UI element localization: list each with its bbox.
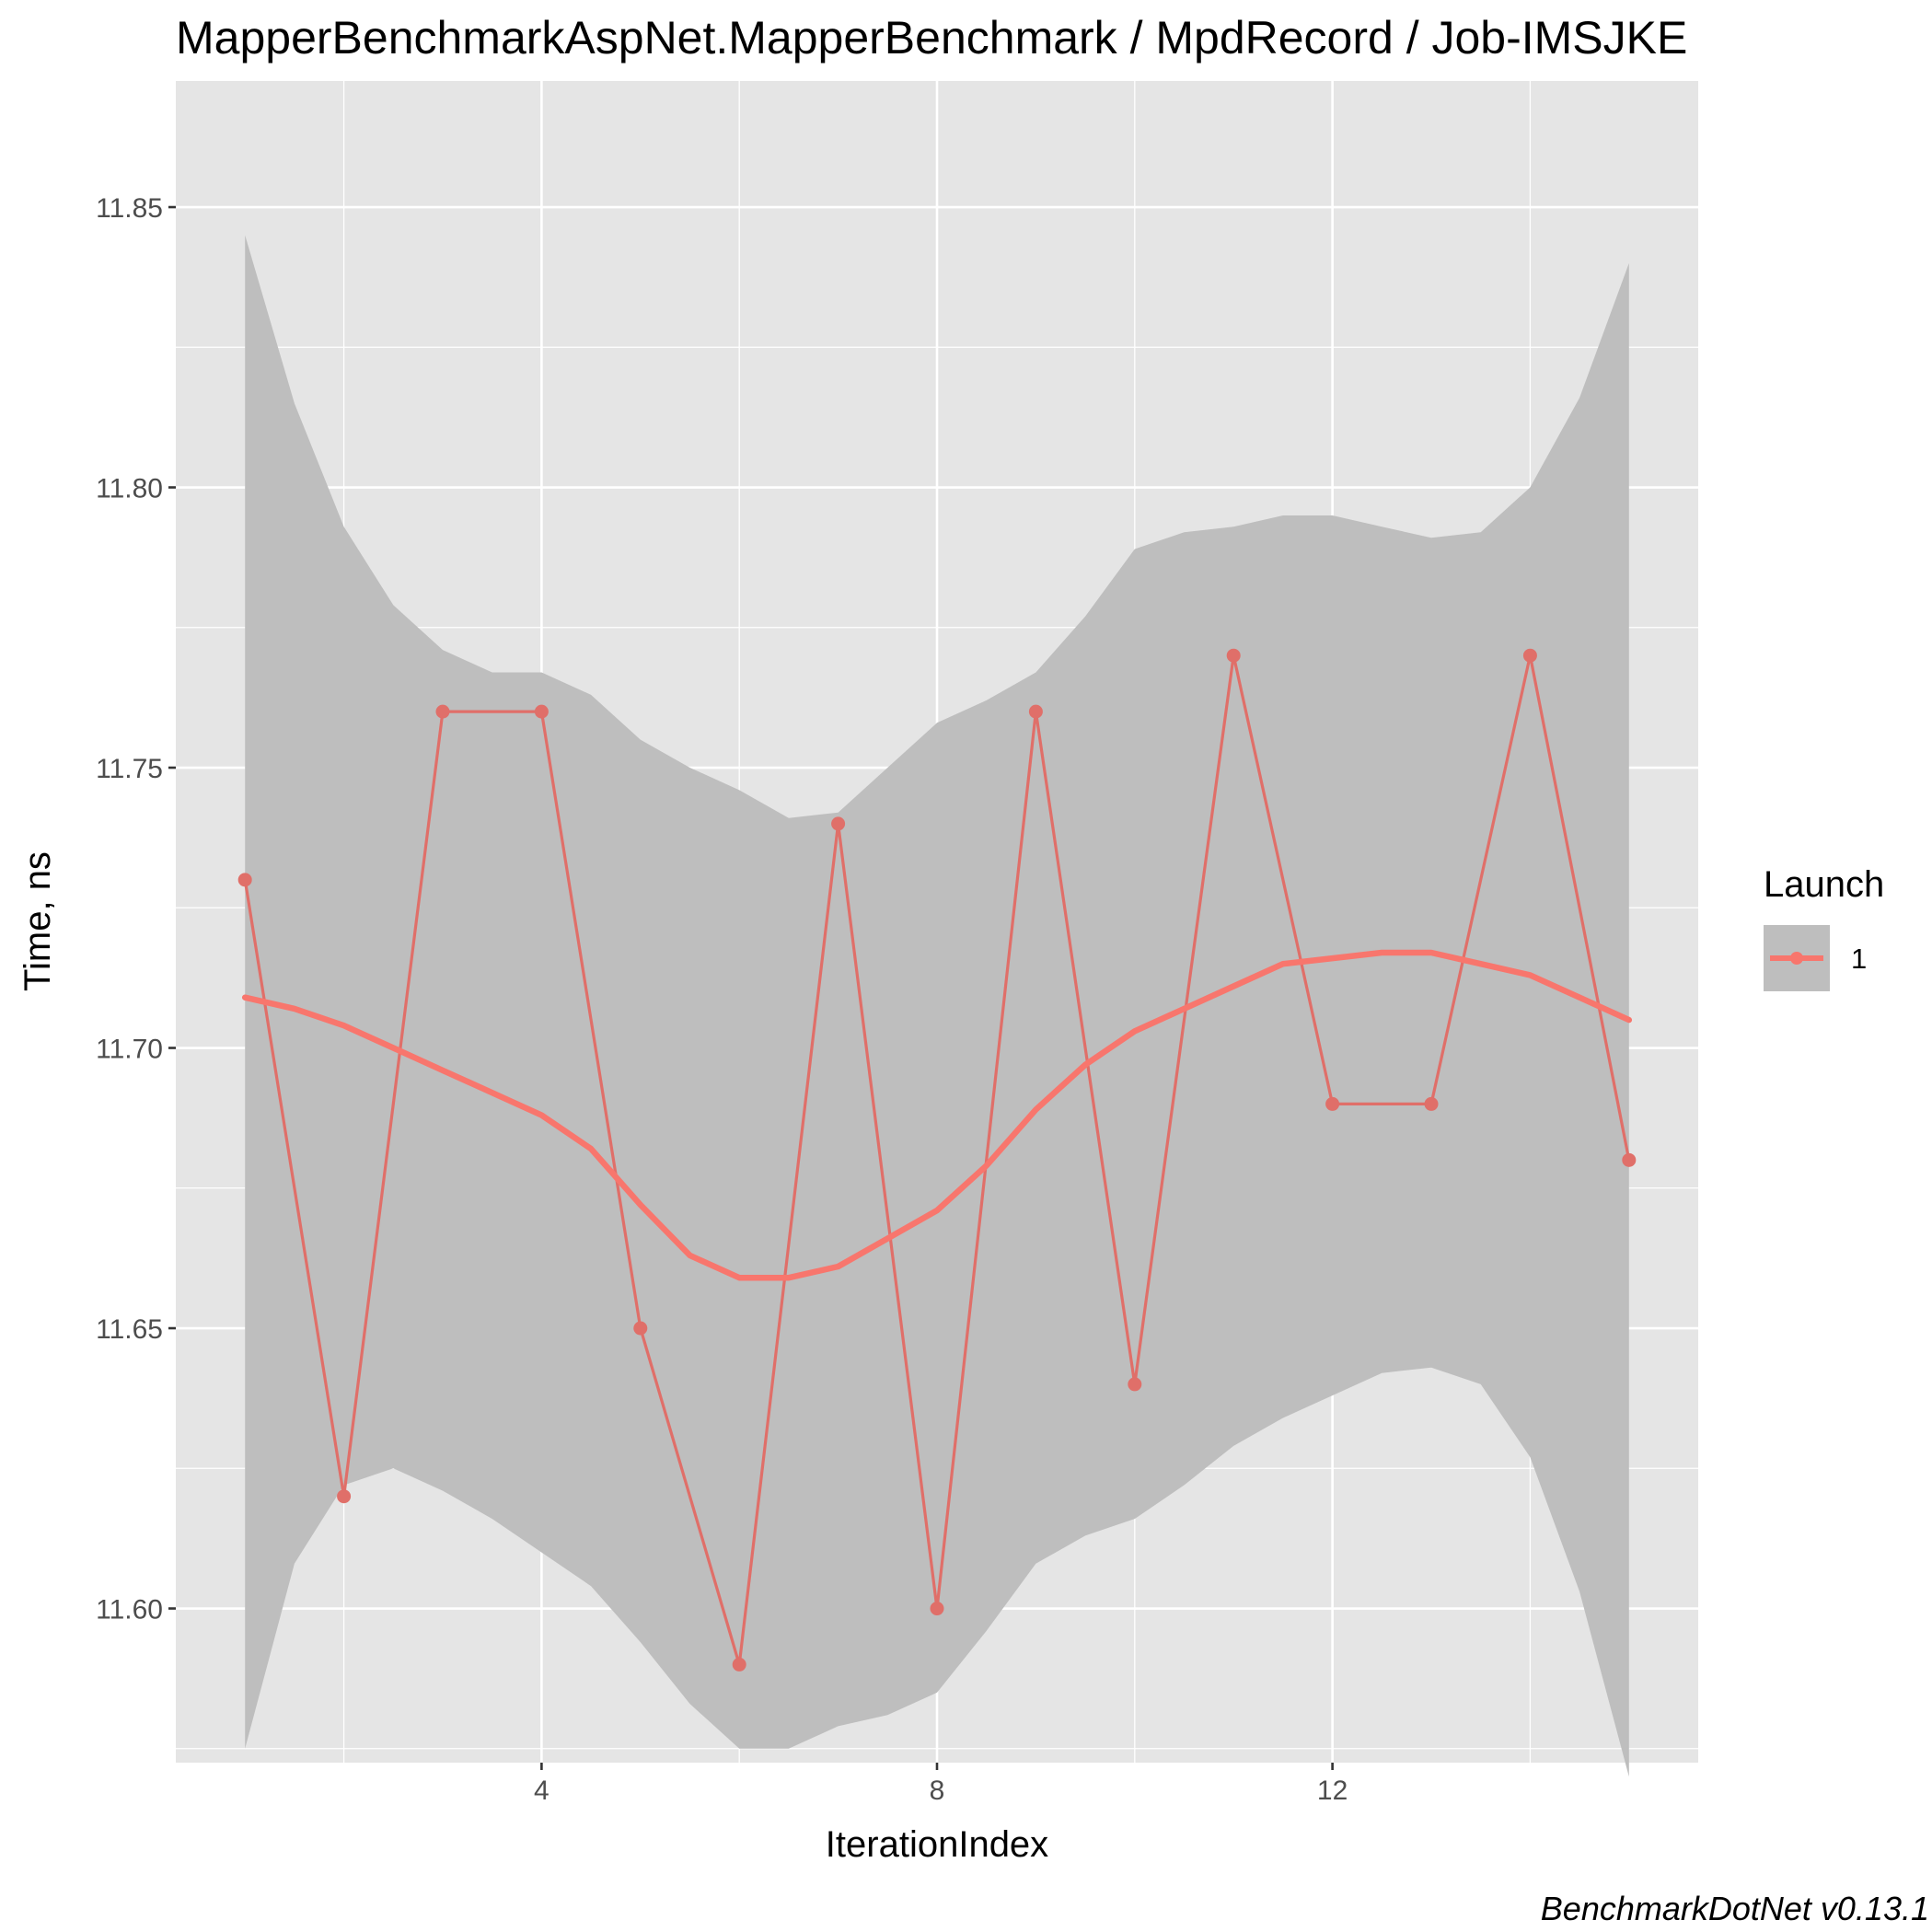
data-point	[435, 704, 450, 719]
smooth-fit-line	[241, 949, 1633, 1281]
point-layer	[237, 648, 1637, 1672]
data-point	[1226, 648, 1241, 663]
chart-title: MapperBenchmarkAspNet.MapperBenchmark / …	[176, 12, 1687, 64]
data-point	[337, 1489, 352, 1504]
y-axis: 11.60 11.65 11.70 11.75 11.80 11.85	[96, 193, 176, 1625]
smooth-layer	[241, 949, 1633, 1281]
confidence-ribbon-layer	[245, 235, 1629, 1777]
data-point	[1128, 1377, 1142, 1392]
y-axis-title: Time, ns	[17, 851, 58, 991]
x-tick-label: 12	[1317, 1776, 1348, 1806]
data-point	[1424, 1096, 1439, 1111]
data-point	[732, 1657, 746, 1672]
data-point	[1622, 1152, 1637, 1167]
y-tick-label: 11.60	[96, 1595, 163, 1625]
x-axis: 4 8 12	[534, 1763, 1348, 1806]
confidence-ribbon	[245, 235, 1629, 1777]
x-tick-label: 8	[930, 1776, 945, 1806]
caption: BenchmarkDotNet v0.13.1	[1541, 1890, 1929, 1927]
y-tick-label: 11.65	[96, 1314, 163, 1345]
x-tick-label: 4	[534, 1776, 550, 1806]
legend-label: 1	[1851, 943, 1867, 975]
y-tick-label: 11.70	[96, 1035, 163, 1065]
data-point	[1028, 704, 1043, 719]
legend-key-point	[1790, 952, 1803, 965]
y-tick-label: 11.85	[96, 193, 163, 224]
y-tick-label: 11.75	[96, 754, 163, 784]
data-point	[1522, 648, 1537, 663]
data-point	[1325, 1096, 1340, 1111]
data-point	[237, 873, 252, 887]
legend: Launch 1	[1764, 864, 1884, 991]
data-point	[534, 704, 549, 719]
data-point	[831, 816, 846, 831]
data-point	[633, 1321, 648, 1336]
legend-title: Launch	[1764, 864, 1884, 905]
data-point	[930, 1602, 944, 1616]
x-axis-title: IterationIndex	[826, 1824, 1048, 1865]
y-tick-label: 11.80	[96, 474, 163, 504]
